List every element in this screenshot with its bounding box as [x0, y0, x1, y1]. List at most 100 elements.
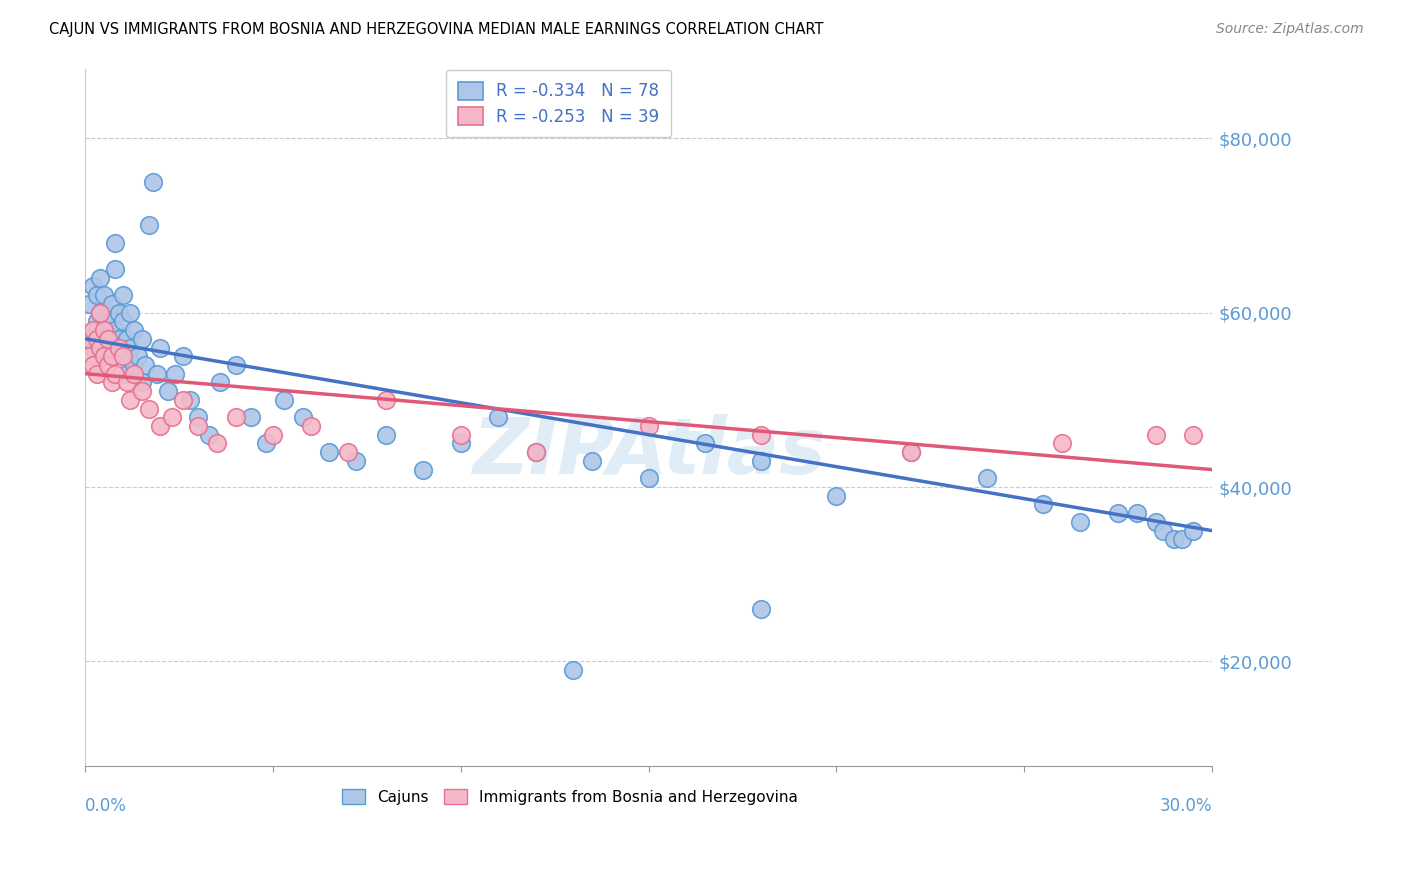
Point	[1050, 436, 1073, 450]
Text: Source: ZipAtlas.com: Source: ZipAtlas.com	[1216, 22, 1364, 37]
Point	[93, 288, 115, 302]
Point	[89, 270, 111, 285]
Point	[86, 323, 108, 337]
Point	[93, 323, 115, 337]
Point	[273, 392, 295, 407]
Point	[209, 376, 232, 390]
Point	[89, 332, 111, 346]
Point	[115, 332, 138, 346]
Point	[131, 376, 153, 390]
Point	[337, 445, 360, 459]
Text: 0.0%: 0.0%	[86, 797, 127, 814]
Point	[562, 663, 585, 677]
Point	[77, 297, 100, 311]
Point	[115, 376, 138, 390]
Point	[100, 314, 122, 328]
Point	[82, 279, 104, 293]
Point	[450, 427, 472, 442]
Point	[131, 332, 153, 346]
Point	[749, 454, 772, 468]
Point	[82, 341, 104, 355]
Point	[412, 462, 434, 476]
Point	[205, 436, 228, 450]
Point	[97, 341, 120, 355]
Point	[172, 349, 194, 363]
Point	[108, 305, 131, 319]
Point	[149, 419, 172, 434]
Point	[900, 445, 922, 459]
Point	[142, 175, 165, 189]
Point	[172, 392, 194, 407]
Point	[82, 323, 104, 337]
Point	[108, 341, 131, 355]
Point	[225, 410, 247, 425]
Point	[100, 297, 122, 311]
Point	[86, 288, 108, 302]
Point	[160, 410, 183, 425]
Point	[581, 454, 603, 468]
Point	[1144, 427, 1167, 442]
Point	[93, 349, 115, 363]
Point	[97, 358, 120, 372]
Point	[77, 332, 100, 346]
Point	[149, 341, 172, 355]
Point	[111, 349, 134, 363]
Point	[122, 323, 145, 337]
Text: ZIPAtlas: ZIPAtlas	[472, 414, 825, 490]
Point	[187, 419, 209, 434]
Point	[97, 332, 120, 346]
Point	[111, 288, 134, 302]
Point	[89, 305, 111, 319]
Point	[1152, 524, 1174, 538]
Point	[749, 602, 772, 616]
Point	[1107, 506, 1129, 520]
Text: CAJUN VS IMMIGRANTS FROM BOSNIA AND HERZEGOVINA MEDIAN MALE EARNINGS CORRELATION: CAJUN VS IMMIGRANTS FROM BOSNIA AND HERZ…	[49, 22, 824, 37]
Point	[104, 235, 127, 250]
Point	[145, 367, 167, 381]
Point	[165, 367, 187, 381]
Point	[93, 332, 115, 346]
Point	[93, 314, 115, 328]
Point	[104, 262, 127, 277]
Point	[486, 410, 509, 425]
Point	[104, 323, 127, 337]
Point	[1032, 498, 1054, 512]
Point	[138, 401, 160, 416]
Point	[1182, 427, 1205, 442]
Point	[77, 332, 100, 346]
Point	[104, 367, 127, 381]
Point	[693, 436, 716, 450]
Point	[108, 332, 131, 346]
Point	[100, 349, 122, 363]
Point	[138, 219, 160, 233]
Point	[179, 392, 201, 407]
Point	[239, 410, 262, 425]
Point	[637, 471, 659, 485]
Point	[187, 410, 209, 425]
Point	[111, 314, 134, 328]
Point	[1171, 533, 1194, 547]
Point	[344, 454, 367, 468]
Point	[524, 445, 547, 459]
Point	[86, 367, 108, 381]
Point	[1069, 515, 1091, 529]
Point	[450, 436, 472, 450]
Point	[198, 427, 221, 442]
Point	[1144, 515, 1167, 529]
Point	[89, 305, 111, 319]
Point	[825, 489, 848, 503]
Point	[299, 419, 322, 434]
Point	[86, 332, 108, 346]
Y-axis label: Median Male Earnings: Median Male Earnings	[0, 326, 8, 508]
Point	[131, 384, 153, 398]
Point	[120, 341, 142, 355]
Point	[97, 323, 120, 337]
Point	[1126, 506, 1149, 520]
Point	[122, 358, 145, 372]
Point	[115, 367, 138, 381]
Point	[120, 392, 142, 407]
Point	[120, 305, 142, 319]
Point	[1163, 533, 1185, 547]
Text: 30.0%: 30.0%	[1160, 797, 1212, 814]
Point	[127, 349, 149, 363]
